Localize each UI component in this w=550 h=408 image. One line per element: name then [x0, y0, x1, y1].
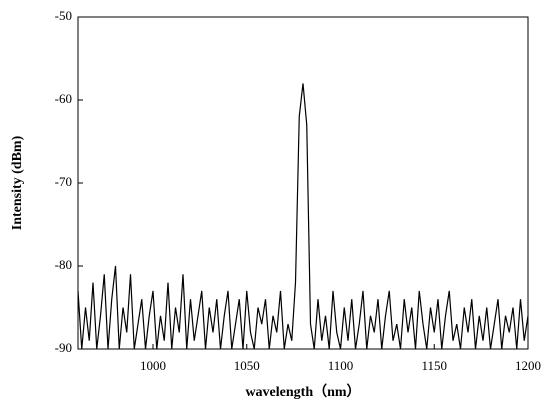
y-tick-label: -70 — [55, 174, 72, 189]
y-tick-label: -90 — [55, 340, 72, 355]
x-tick-label: 1000 — [140, 358, 166, 373]
y-tick-label: -80 — [55, 257, 72, 272]
y-tick-label: -60 — [55, 91, 72, 106]
y-tick-label: -50 — [55, 8, 72, 23]
x-axis-label: wavelength（nm） — [245, 384, 360, 400]
x-tick-label: 1150 — [421, 358, 447, 373]
spectrum-line — [77, 83, 529, 350]
plot-frame — [77, 16, 529, 350]
x-tick-label: 1100 — [328, 358, 354, 373]
x-tick-label: 1050 — [234, 358, 260, 373]
y-axis-label: Intensity (dBm) — [10, 135, 25, 230]
x-tick-label: 1200 — [515, 358, 541, 373]
